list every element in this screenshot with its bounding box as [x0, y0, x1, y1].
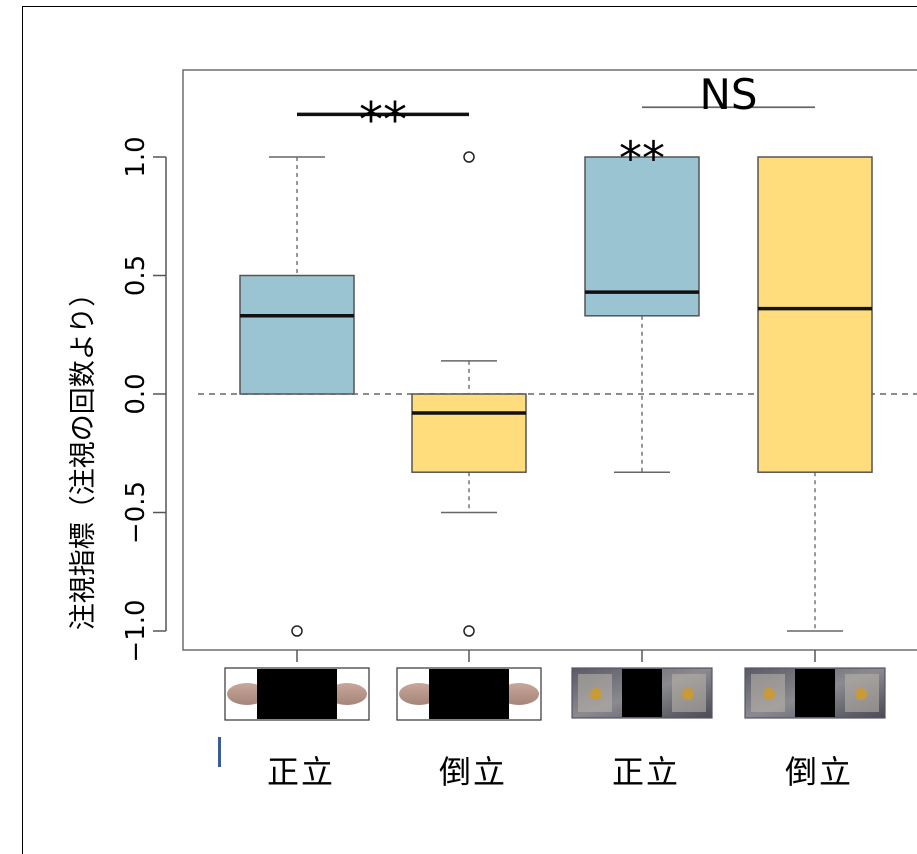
y-tick-label: −1.0 — [121, 599, 151, 662]
box-body — [239, 274, 355, 395]
bird-stimulus-image — [744, 667, 886, 719]
black-mask — [257, 669, 337, 719]
lips-stimulus-image — [224, 667, 370, 721]
bird-stimulus-image — [571, 667, 713, 719]
bird-detail — [590, 688, 602, 700]
outlier-point — [291, 625, 303, 637]
box-body — [584, 156, 700, 317]
significance-label: ** — [619, 131, 665, 185]
box-1 — [239, 156, 355, 637]
black-mask — [795, 669, 835, 717]
y-tick-label: 1.0 — [121, 136, 151, 177]
y-tick-label: −0.5 — [121, 481, 151, 544]
stray-mark — [218, 737, 221, 767]
x-axis-ticks — [296, 650, 816, 662]
y-tick-label: 0.0 — [121, 373, 151, 414]
y-axis-label: 注視指標（注視の回数より） — [68, 280, 99, 630]
black-mask — [429, 669, 509, 719]
box-4 — [757, 156, 873, 632]
black-mask — [622, 669, 662, 717]
outlier-point — [463, 625, 475, 637]
category-label: 倒立 — [439, 753, 507, 791]
category-label: 正立 — [612, 753, 680, 791]
y-axis: −1.0 −0.5 0.0 0.5 1.0 — [121, 136, 167, 663]
lips-stimulus-image — [396, 667, 542, 721]
significance-label: NS — [699, 70, 757, 119]
category-label: 正立 — [267, 753, 335, 791]
box-2 — [411, 151, 527, 637]
boxes — [239, 151, 873, 637]
bird-detail — [855, 688, 867, 700]
significance-label: ** — [359, 92, 407, 148]
annotations: ** ** NS — [297, 70, 815, 185]
box-body — [757, 156, 873, 473]
box-body — [411, 393, 527, 473]
bird-detail — [763, 688, 775, 700]
stimulus-images — [224, 667, 886, 721]
y-tick-label: 0.5 — [121, 255, 151, 296]
category-label: 倒立 — [785, 753, 853, 791]
category-labels: 正立 倒立 正立 倒立 — [267, 753, 853, 791]
outlier-point — [463, 151, 475, 163]
figure-frame — [22, 6, 917, 854]
plot-area — [182, 69, 917, 651]
box-3 — [584, 156, 700, 473]
bird-detail — [682, 688, 694, 700]
